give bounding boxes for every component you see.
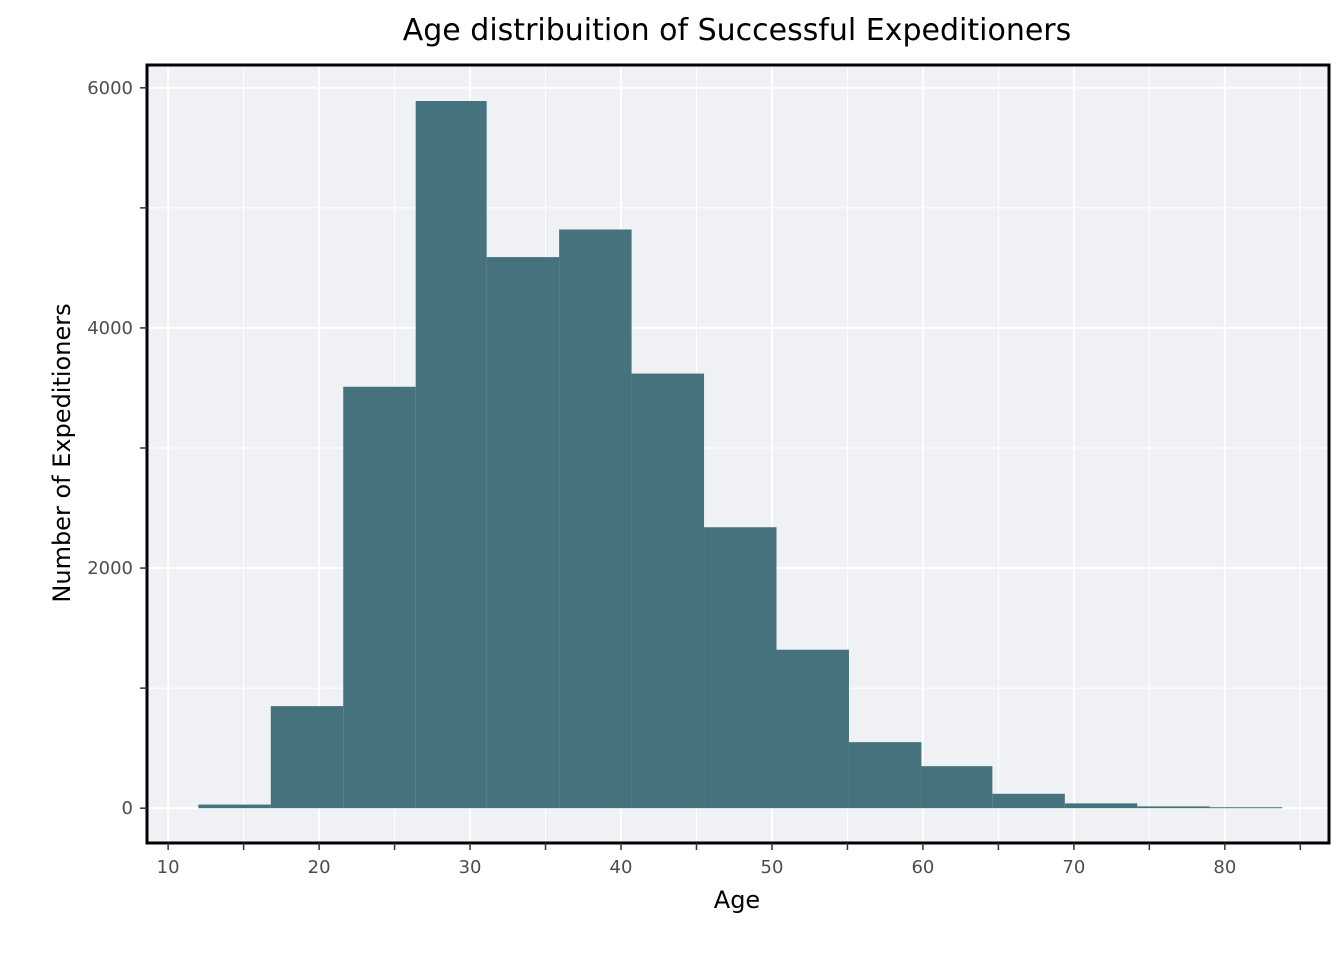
y-axis-title: Number of Expeditioners <box>48 303 76 602</box>
x-tick-label: 60 <box>911 857 934 878</box>
histogram-bar <box>704 527 777 809</box>
x-tick-label: 10 <box>157 857 180 878</box>
histogram-bar <box>776 649 849 809</box>
histogram-bar <box>848 742 922 809</box>
chart-title: Age distribuition of Successful Expediti… <box>403 13 1072 48</box>
y-tick-label: 6000 <box>87 78 133 99</box>
histogram-bar <box>921 766 993 809</box>
histogram-bars <box>198 101 1283 809</box>
histogram-bar <box>486 257 560 809</box>
histogram-bar <box>1064 803 1138 809</box>
histogram-bar <box>415 101 487 809</box>
plot-frame <box>145 63 1331 845</box>
x-tick-label: 70 <box>1062 857 1085 878</box>
histogram-bar <box>198 804 271 809</box>
histogram-bar <box>343 386 416 809</box>
y-tick-label: 0 <box>122 798 133 819</box>
x-tick-label: 80 <box>1213 857 1236 878</box>
x-axis-ticks: 10 20 30 40 50 60 70 80 <box>157 843 1302 878</box>
x-tick-label: 40 <box>610 857 633 878</box>
y-tick-label: 4000 <box>87 318 133 339</box>
histogram-bar <box>992 793 1065 809</box>
y-axis-ticks: 0 2000 4000 6000 <box>87 78 147 819</box>
x-axis-title: Age <box>714 886 760 914</box>
histogram-bar <box>559 229 632 809</box>
x-tick-label: 20 <box>308 857 331 878</box>
histogram-bar <box>1137 806 1210 809</box>
y-tick-label: 2000 <box>87 558 133 579</box>
histogram-bar <box>631 373 705 809</box>
x-tick-label: 30 <box>459 857 482 878</box>
x-tick-label: 50 <box>761 857 784 878</box>
histogram-bar <box>270 706 344 809</box>
histogram-bar <box>1209 807 1283 809</box>
